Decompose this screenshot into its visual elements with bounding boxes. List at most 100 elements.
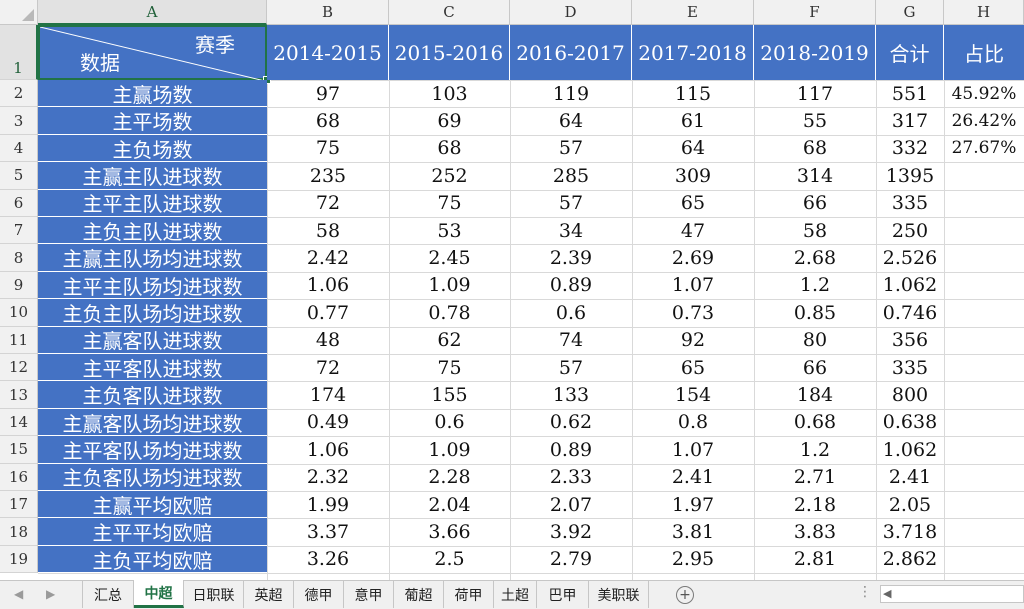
total-cell[interactable]: 335	[891, 192, 929, 215]
tab-split-dots-icon[interactable]: ⋮	[858, 584, 872, 600]
row-header[interactable]: 8	[0, 244, 38, 272]
ratio-cell[interactable]	[944, 381, 1024, 408]
total-header-cell[interactable]: 合计	[876, 25, 944, 80]
data-cell[interactable]: 72	[315, 192, 341, 215]
data-cell[interactable]: 2.28	[428, 466, 471, 489]
row-header[interactable]: 3	[0, 107, 38, 135]
row-header[interactable]: 17	[0, 491, 38, 519]
row-header[interactable]: 6	[0, 189, 38, 217]
total-cell[interactable]: 0.638	[882, 411, 938, 434]
data-cell[interactable]: 92	[680, 329, 706, 352]
data-cell[interactable]: 2.07	[549, 493, 593, 516]
ratio-cell[interactable]	[944, 244, 1024, 271]
data-cell[interactable]: 119	[552, 82, 590, 105]
column-header-g[interactable]: G	[876, 0, 944, 25]
data-cell[interactable]: 174	[309, 384, 347, 407]
ratio-cell[interactable]: 27.67%	[951, 138, 1017, 159]
data-cell[interactable]: 155	[431, 384, 468, 407]
data-cell[interactable]: 1.07	[671, 438, 715, 461]
ratio-cell[interactable]	[944, 272, 1024, 299]
row-header[interactable]: 11	[0, 326, 38, 354]
data-cell[interactable]: 75	[437, 356, 462, 379]
season-header-cell[interactable]: 2016-2017	[510, 25, 632, 80]
data-cell[interactable]: 75	[315, 137, 341, 160]
ratio-cell[interactable]: 45.92%	[951, 83, 1017, 104]
column-header-d[interactable]: D	[510, 0, 632, 25]
total-cell[interactable]: 356	[891, 329, 929, 352]
data-cell[interactable]: 115	[674, 82, 712, 105]
data-cell[interactable]: 314	[796, 164, 834, 187]
total-cell[interactable]: 2.05	[888, 493, 932, 516]
total-cell[interactable]: 800	[891, 384, 929, 407]
sheet-tab[interactable]: 巴甲	[537, 581, 589, 608]
data-cell[interactable]: 75	[437, 192, 462, 215]
sheet-tab[interactable]: 德甲	[294, 581, 344, 608]
data-cell[interactable]: 2.32	[306, 466, 350, 489]
data-cell[interactable]: 66	[802, 192, 828, 215]
row-label-cell[interactable]: 主负主队进球数	[38, 217, 267, 245]
sheet-tab[interactable]: 美职联	[589, 581, 649, 608]
sheet-tab[interactable]: 汇总	[82, 581, 134, 608]
sheet-tab[interactable]: 荷甲	[444, 581, 494, 608]
sheet-tab[interactable]: 意甲	[344, 581, 394, 608]
sheet-tab[interactable]: 葡超	[394, 581, 444, 608]
data-cell[interactable]: 3.92	[549, 521, 593, 544]
row-label-cell[interactable]: 主赢主队场均进球数	[38, 244, 267, 272]
data-cell[interactable]: 1.06	[306, 438, 350, 461]
data-cell[interactable]: 1.2	[799, 438, 831, 461]
row-label-cell[interactable]: 主赢场数	[38, 80, 267, 108]
data-cell[interactable]: 3.83	[793, 521, 837, 544]
ratio-cell[interactable]	[944, 354, 1024, 381]
data-cell[interactable]: 133	[552, 384, 590, 407]
total-cell[interactable]: 1.062	[882, 274, 938, 297]
row-header-1[interactable]: 1	[0, 25, 38, 80]
ratio-cell[interactable]	[944, 217, 1024, 244]
data-cell[interactable]: 0.8	[677, 411, 709, 434]
data-cell[interactable]: 58	[802, 219, 828, 242]
horizontal-scrollbar[interactable]: ◀	[880, 585, 1024, 603]
data-cell[interactable]: 55	[802, 110, 828, 133]
data-cell[interactable]: 57	[558, 356, 584, 379]
data-cell[interactable]: 3.66	[428, 521, 471, 544]
ratio-cell[interactable]	[944, 190, 1024, 217]
row-label-cell[interactable]: 主负主队场均进球数	[38, 299, 267, 327]
data-cell[interactable]: 103	[431, 82, 468, 105]
row-label-cell[interactable]: 主平场数	[38, 107, 267, 135]
data-cell[interactable]: 65	[680, 356, 706, 379]
row-label-cell[interactable]: 主负客队场均进球数	[38, 463, 267, 491]
select-all-corner[interactable]	[0, 0, 38, 25]
sheet-tab[interactable]: 中超	[134, 580, 184, 608]
row-header[interactable]: 18	[0, 518, 38, 546]
column-header-b[interactable]: B	[267, 0, 389, 25]
total-cell[interactable]: 1395	[885, 164, 935, 187]
row-label-cell[interactable]: 主平平均欧赔	[38, 518, 267, 546]
data-cell[interactable]: 2.81	[793, 548, 837, 571]
data-cell[interactable]: 2.79	[549, 548, 593, 571]
data-cell[interactable]: 1.09	[428, 438, 471, 461]
data-cell[interactable]: 2.33	[549, 466, 593, 489]
data-cell[interactable]: 154	[674, 384, 712, 407]
data-cell[interactable]: 74	[558, 329, 584, 352]
data-cell[interactable]: 2.39	[549, 247, 593, 270]
data-cell[interactable]: 2.41	[671, 466, 715, 489]
cell-a1-diagonal-header[interactable]: 赛季 数据	[38, 25, 269, 82]
total-cell[interactable]: 2.526	[882, 247, 938, 270]
season-header-cell[interactable]: 2014-2015	[267, 25, 389, 80]
row-label-cell[interactable]: 主平客队场均进球数	[38, 436, 267, 464]
row-header[interactable]: 4	[0, 134, 38, 163]
row-label-cell[interactable]: 主赢客队进球数	[38, 326, 267, 354]
total-cell[interactable]: 2.41	[888, 466, 932, 489]
column-header-a[interactable]: A	[38, 0, 267, 25]
data-cell[interactable]: 58	[315, 219, 341, 242]
data-cell[interactable]: 3.26	[306, 548, 350, 571]
data-cell[interactable]: 64	[680, 137, 706, 160]
data-cell[interactable]: 53	[437, 219, 462, 242]
row-label-cell[interactable]: 主负场数	[38, 134, 267, 163]
row-label-cell[interactable]: 主平客队进球数	[38, 354, 267, 382]
column-header-c[interactable]: C	[389, 0, 510, 25]
total-cell[interactable]: 332	[891, 137, 929, 160]
data-cell[interactable]: 0.6	[555, 301, 587, 324]
row-label-cell[interactable]: 主负客队进球数	[38, 381, 267, 409]
row-header[interactable]: 10	[0, 299, 38, 327]
column-header-e[interactable]: E	[632, 0, 754, 25]
